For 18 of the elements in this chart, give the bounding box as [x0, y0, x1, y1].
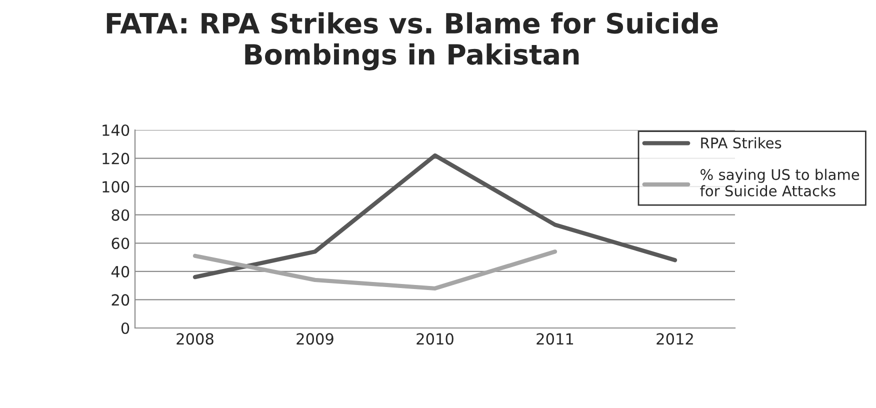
y-tick-label: 0	[121, 322, 130, 334]
y-tick-label: 60	[112, 238, 130, 250]
line-series	[192, 153, 678, 280]
y-tick-label: 140	[102, 124, 130, 136]
legend-label: RPA Strikes	[701, 137, 782, 148]
chart-title: FATA: RPA Strikes vs. Blame for Suicide Bombings in Pakistan	[106, 12, 718, 70]
x-tick-label: 2012	[656, 333, 693, 345]
line-series	[192, 250, 558, 290]
y-tick-label: 40	[111, 266, 130, 278]
x-tick-label: 2008	[176, 333, 214, 345]
y-tick-label: 120	[102, 152, 130, 164]
y-tick-label: 20	[112, 294, 130, 306]
x-tick-label: 2010	[416, 333, 454, 345]
x-tick-label: 2011	[536, 333, 574, 345]
y-tick-label: 100	[102, 181, 130, 193]
y-tick-label: 80	[112, 209, 130, 221]
legend-label: % saying US to blame for Suicide Attacks	[700, 168, 860, 196]
x-tick-label: 2009	[296, 333, 334, 345]
